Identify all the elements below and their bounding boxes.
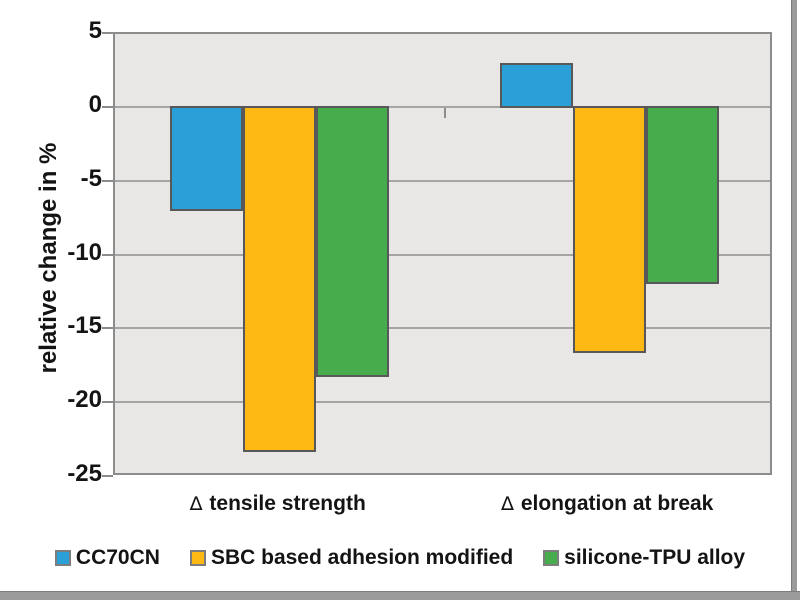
frame-bottom-edge [0, 591, 800, 600]
y-tick-label--25: -25 [67, 460, 102, 487]
legend-swatch-cc70cn [54, 550, 71, 566]
y-tick-mark--20 [102, 401, 113, 404]
y-tick-mark--5 [102, 179, 113, 182]
y-tick-mark-0 [102, 105, 113, 108]
category-label-text: tensile strength [209, 492, 366, 515]
bar-cc70cn-elongation-at-break [499, 63, 573, 108]
legend-label: silicone-TPU alloy [564, 546, 746, 569]
gridline--5 [115, 179, 770, 182]
legend-label: CC70CN [75, 546, 160, 569]
y-tick-label-0: 0 [88, 90, 102, 118]
category-label-elongation-at-break: ∆ elongation at break [443, 492, 773, 516]
y-tick-mark-5 [102, 32, 113, 34]
y-tick-label--20: -20 [67, 386, 102, 414]
bar-sbc-based-adhesion-modified-tensile-strength [243, 105, 317, 452]
legend-swatch-silicone-tpu-alloy [543, 550, 560, 566]
frame-right-edge [791, 0, 797, 600]
legend-item-sbc-based-adhesion-modified: SBC based adhesion modified [189, 546, 514, 570]
y-tick-label--15: -15 [67, 312, 102, 340]
legend: CC70CN SBC based adhesion modified silicon… [0, 546, 800, 570]
gridline--20 [115, 401, 770, 404]
y-tick-label--5: -5 [80, 164, 102, 192]
category-label-text: elongation at break [520, 492, 714, 515]
legend-swatch-sbc-based-adhesion-modified [189, 550, 206, 566]
legend-label: SBC based adhesion modified [210, 546, 514, 569]
legend-item-silicone-tpu-alloy: silicone-TPU alloy [543, 546, 745, 570]
y-tick-label-5: 5 [88, 17, 102, 44]
delta-triangle-icon: ∆ [501, 493, 514, 515]
gridline--10 [115, 253, 770, 256]
legend-item-cc70cn: CC70CN [54, 546, 160, 570]
category-divider-tick [443, 107, 446, 118]
delta-triangle-icon: ∆ [189, 493, 203, 515]
plot-area [102, 32, 772, 477]
y-tick-label--10: -10 [67, 238, 102, 266]
y-tick-mark--10 [102, 253, 113, 256]
gridline--15 [115, 327, 770, 330]
y-tick-mark--15 [102, 327, 113, 330]
category-label-tensile-strength: ∆ tensile strength [113, 492, 443, 516]
bar-silicone-tpu-alloy-tensile-strength [316, 105, 390, 377]
y-tick-mark--25 [102, 475, 113, 477]
bar-silicone-tpu-alloy-elongation-at-break [645, 105, 719, 284]
x-axis-category-labels: ∆ tensile strength ∆ elongation at break [113, 492, 772, 516]
bar-cc70cn-tensile-strength [170, 105, 244, 212]
bar-sbc-based-adhesion-modified-elongation-at-break [572, 105, 646, 353]
gridline-0 [115, 105, 770, 108]
